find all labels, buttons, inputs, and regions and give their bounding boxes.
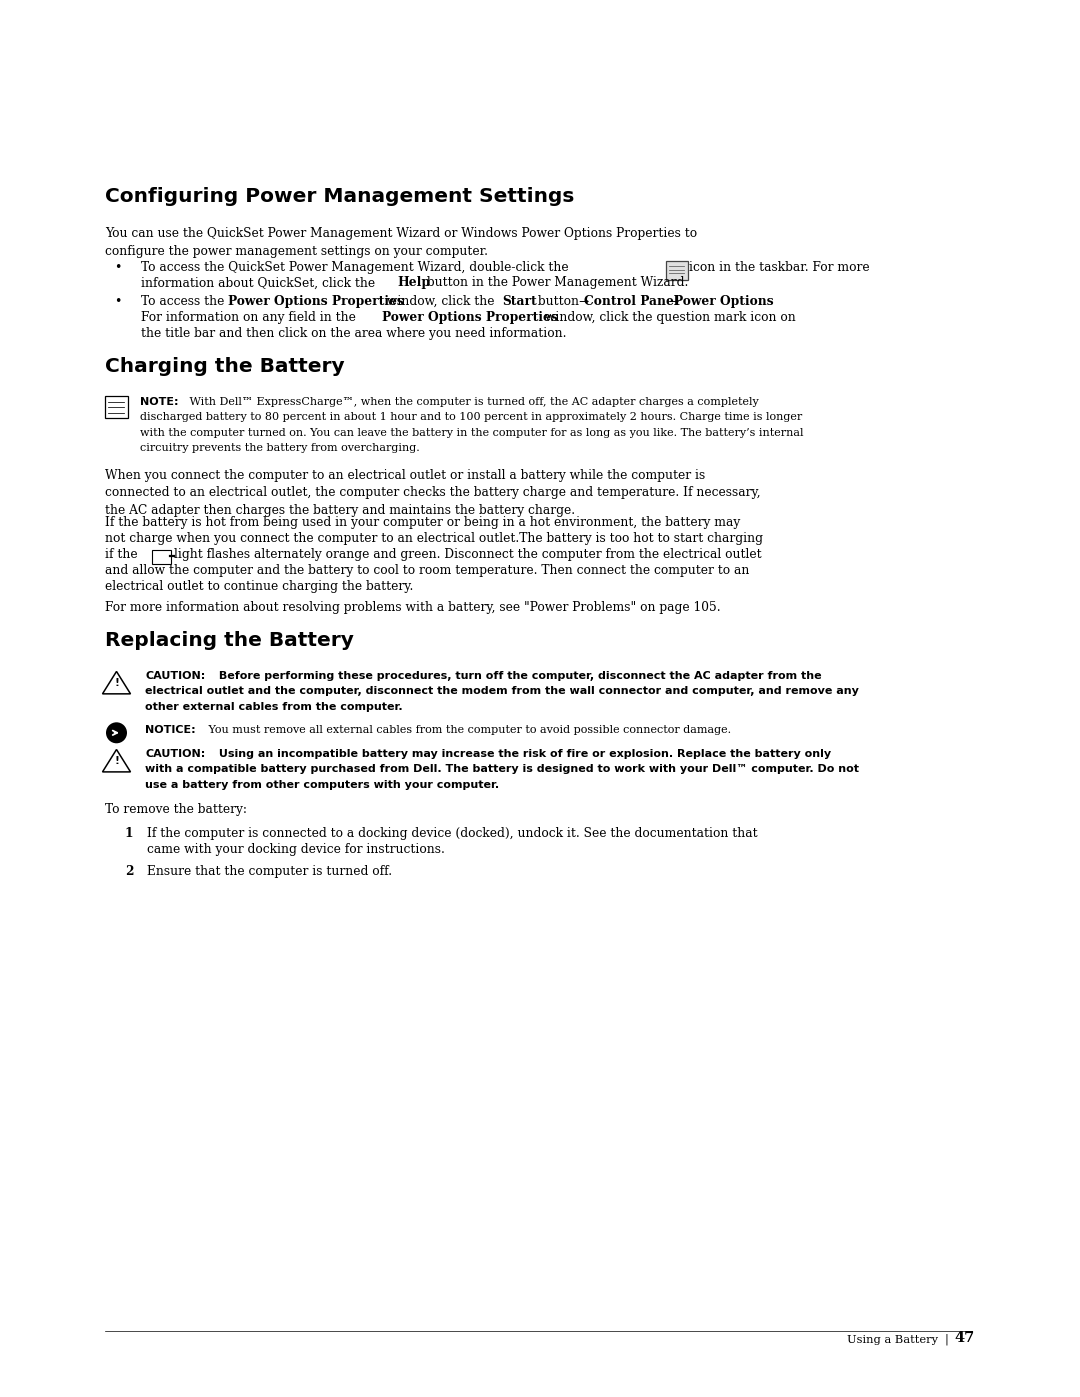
Text: CAUTION:: CAUTION:	[145, 671, 205, 680]
Text: You must remove all external cables from the computer to avoid possible connecto: You must remove all external cables from…	[205, 725, 731, 735]
Text: electrical outlet to continue charging the battery.: electrical outlet to continue charging t…	[105, 580, 414, 592]
Text: When you connect the computer to an electrical outlet or install a battery while: When you connect the computer to an elec…	[105, 469, 760, 517]
Text: with a compatible battery purchased from Dell. The battery is designed to work w: with a compatible battery purchased from…	[145, 764, 859, 774]
Text: Start: Start	[502, 295, 537, 309]
Text: window, click the: window, click the	[383, 295, 499, 309]
Text: To access the: To access the	[141, 295, 228, 309]
Text: discharged battery to 80 percent in about 1 hour and to 100 percent in approxima: discharged battery to 80 percent in abou…	[140, 412, 802, 422]
Text: 1: 1	[125, 827, 134, 840]
Text: →: →	[669, 295, 678, 309]
Text: Using an incompatible battery may increase the risk of fire or explosion. Replac: Using an incompatible battery may increa…	[215, 749, 832, 759]
Text: 2: 2	[125, 865, 134, 877]
Text: other external cables from the computer.: other external cables from the computer.	[145, 701, 403, 711]
Text: information about QuickSet, click the: information about QuickSet, click the	[141, 277, 379, 289]
Text: For more information about resolving problems with a battery, see "Power Problem: For more information about resolving pro…	[105, 601, 720, 613]
Text: Charging the Battery: Charging the Battery	[105, 356, 345, 376]
Text: Before performing these procedures, turn off the computer, disconnect the AC ada: Before performing these procedures, turn…	[215, 671, 822, 680]
Text: Power Options Properties: Power Options Properties	[382, 312, 557, 324]
Polygon shape	[103, 750, 131, 773]
Text: icon in the taskbar. For more: icon in the taskbar. For more	[689, 260, 869, 274]
Text: Replacing the Battery: Replacing the Battery	[105, 631, 354, 650]
Text: To remove the battery:: To remove the battery:	[105, 803, 247, 816]
Text: use a battery from other computers with your computer.: use a battery from other computers with …	[145, 780, 499, 789]
Text: Help: Help	[397, 277, 430, 289]
Text: Ensure that the computer is turned off.: Ensure that the computer is turned off.	[147, 865, 392, 877]
Text: if the: if the	[105, 548, 137, 562]
Text: Power Options: Power Options	[674, 295, 774, 309]
Text: and allow the computer and the battery to cool to room temperature. Then connect: and allow the computer and the battery t…	[105, 564, 750, 577]
Text: With Dell™ ExpressCharge™, when the computer is turned off, the AC adapter charg: With Dell™ ExpressCharge™, when the comp…	[186, 397, 759, 407]
Text: button→: button→	[535, 295, 590, 309]
FancyBboxPatch shape	[665, 261, 688, 279]
Text: NOTICE:: NOTICE:	[145, 725, 195, 735]
Text: •: •	[114, 295, 121, 309]
Text: !: !	[114, 756, 119, 767]
Text: Configuring Power Management Settings: Configuring Power Management Settings	[105, 187, 575, 205]
Text: not charge when you connect the computer to an electrical outlet.The battery is : not charge when you connect the computer…	[105, 532, 762, 545]
Text: light flashes alternately orange and green. Disconnect the computer from the ele: light flashes alternately orange and gre…	[174, 548, 761, 562]
Circle shape	[106, 722, 127, 743]
Text: If the computer is connected to a docking device (docked), undock it. See the do: If the computer is connected to a dockin…	[147, 827, 758, 840]
Text: Using a Battery: Using a Battery	[847, 1336, 939, 1345]
Text: circuitry prevents the battery from overcharging.: circuitry prevents the battery from over…	[140, 443, 420, 453]
Text: the title bar and then click on the area where you need information.: the title bar and then click on the area…	[141, 327, 567, 339]
Polygon shape	[103, 672, 131, 694]
FancyBboxPatch shape	[152, 549, 171, 564]
Text: 47: 47	[954, 1331, 974, 1345]
Text: |: |	[944, 1334, 948, 1345]
Text: button in the Power Management Wizard.: button in the Power Management Wizard.	[423, 277, 688, 289]
Text: For information on any field in the: For information on any field in the	[141, 312, 360, 324]
Text: Power Options Properties: Power Options Properties	[229, 295, 404, 309]
Text: To access the QuickSet Power Management Wizard, double-click the: To access the QuickSet Power Management …	[141, 260, 569, 274]
Text: You can use the QuickSet Power Management Wizard or Windows Power Options Proper: You can use the QuickSet Power Managemen…	[105, 226, 697, 257]
Text: •: •	[114, 260, 121, 274]
Text: window, click the question mark icon on: window, click the question mark icon on	[541, 312, 796, 324]
Text: with the computer turned on. You can leave the battery in the computer for as lo: with the computer turned on. You can lea…	[140, 427, 804, 437]
Text: !: !	[114, 679, 119, 689]
Text: .: .	[758, 295, 762, 309]
Text: NOTE:: NOTE:	[140, 397, 178, 407]
FancyBboxPatch shape	[105, 397, 127, 418]
Text: CAUTION:: CAUTION:	[145, 749, 205, 759]
Text: came with your docking device for instructions.: came with your docking device for instru…	[147, 842, 445, 856]
Text: electrical outlet and the computer, disconnect the modem from the wall connector: electrical outlet and the computer, disc…	[145, 686, 859, 696]
Text: If the battery is hot from being used in your computer or being in a hot environ: If the battery is hot from being used in…	[105, 517, 740, 529]
Text: Control Panel: Control Panel	[584, 295, 679, 309]
